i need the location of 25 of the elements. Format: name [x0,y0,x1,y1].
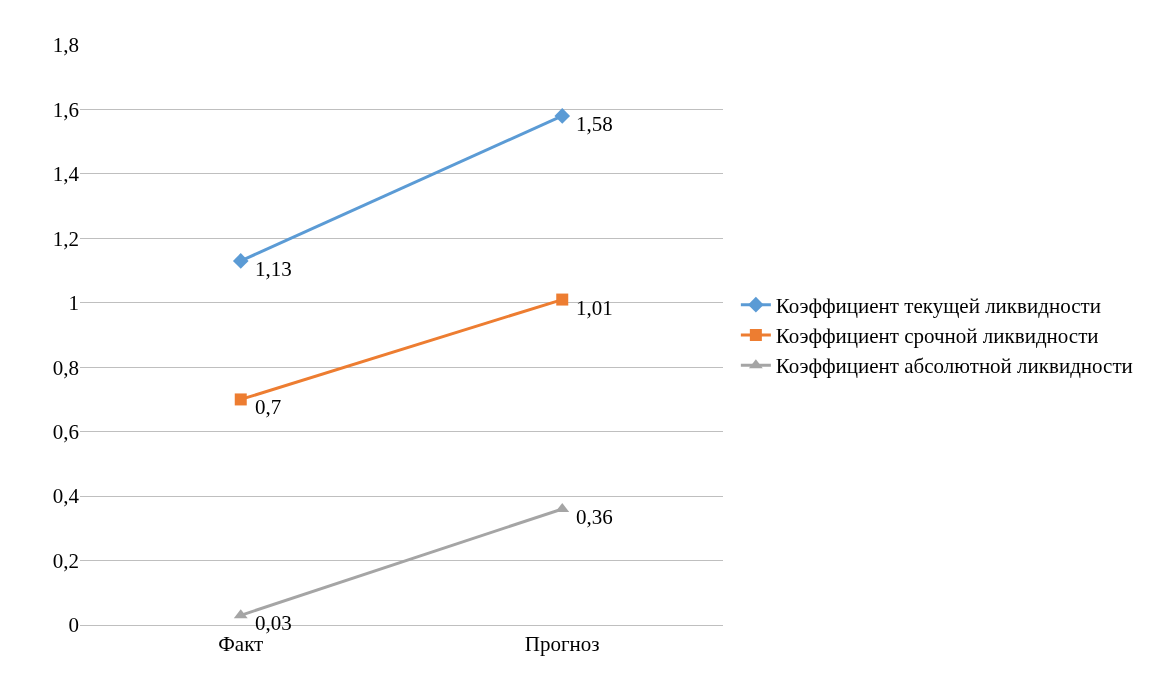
y-tick-label: 0,8 [52,355,79,380]
y-tick-label: 1,2 [52,226,79,251]
data-label: 1,58 [576,112,613,136]
y-tick-label: 1,4 [52,162,80,187]
y-tick-label: 0,6 [52,420,79,445]
point [234,393,247,406]
point [556,293,569,306]
y-tick-label: 0,4 [52,484,80,509]
y-tick-label: 0,2 [52,548,79,573]
x-tick-label: Факт [218,632,264,657]
legend-label: Коэффициент срочной ликвидности [775,324,1099,349]
point [232,253,249,269]
data-label: 0,03 [255,611,292,635]
y-tick-label: 1,6 [52,97,79,122]
data-label: 0,7 [255,395,282,419]
data-label: 1,13 [255,257,292,281]
y-tick-label: 1 [68,291,79,316]
legend-label: Коэффициент абсолютной ликвидности [775,354,1133,379]
y-tick-label: 0 [68,613,79,638]
x-tick-label: Прогноз [524,632,600,657]
legend-label: Коэффициент текущей ликвидности [775,293,1101,318]
data-label: 0,36 [576,505,613,529]
point [554,108,571,124]
y-tick-label: 1,8 [52,33,79,58]
data-label: 1,01 [576,296,613,320]
